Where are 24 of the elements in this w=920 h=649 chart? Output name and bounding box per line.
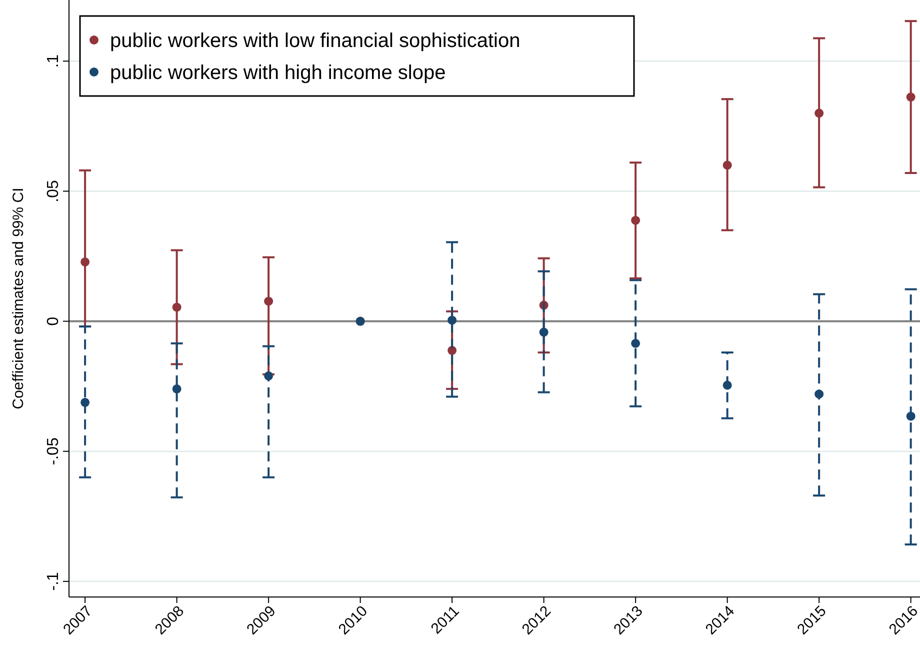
point (80, 398, 90, 407)
point (172, 302, 182, 312)
point (539, 328, 548, 337)
y-tick-label: .1 (45, 54, 62, 68)
legend-label: public workers with low financial sophistication (110, 30, 520, 52)
point (906, 92, 916, 102)
point (172, 384, 182, 394)
y-axis-title: Coefficient estimates and 99% CI (10, 188, 27, 410)
y-tick-label: -.05 (45, 437, 62, 466)
point (264, 296, 274, 306)
point (906, 412, 916, 421)
legend-label: public workers with high income slope (110, 62, 446, 84)
point (814, 390, 824, 399)
y-tick-label: .05 (45, 180, 62, 202)
y-tick-label: 0 (45, 316, 62, 326)
point (722, 160, 732, 170)
point (448, 316, 457, 325)
point (264, 371, 274, 380)
y-tick-label: -.1 (45, 572, 62, 591)
point (814, 108, 824, 118)
point (631, 216, 640, 225)
point (631, 338, 640, 348)
point (80, 257, 90, 266)
point (722, 380, 732, 390)
